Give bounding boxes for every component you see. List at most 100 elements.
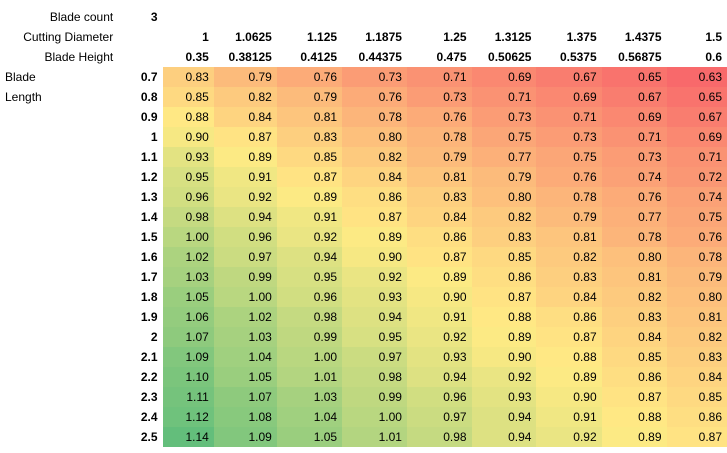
value-cell[interactable]: 1.01 — [342, 427, 407, 447]
value-cell[interactable]: 0.94 — [406, 367, 472, 387]
value-cell[interactable]: 0.87 — [406, 247, 472, 267]
empty-cell[interactable] — [472, 7, 537, 27]
blade-length-value[interactable]: 1.1 — [140, 150, 158, 164]
row-label[interactable] — [0, 187, 118, 207]
value-cell[interactable]: 0.87 — [342, 207, 407, 227]
value-cell[interactable]: 0.83 — [666, 347, 727, 367]
blade-length-value[interactable]: 2 — [150, 330, 158, 344]
value-cell[interactable]: 0.71 — [406, 67, 472, 87]
value-cell[interactable]: 1.02 — [213, 307, 277, 327]
value-cell[interactable]: 0.77 — [601, 207, 667, 227]
value-cell[interactable]: 0.90 — [536, 387, 602, 407]
value-cell[interactable]: 0.93 — [406, 347, 472, 367]
row-label[interactable] — [0, 407, 118, 427]
row-label[interactable] — [0, 227, 118, 247]
value-cell[interactable]: 0.82 — [536, 247, 602, 267]
value-cell[interactable]: 0.92 — [536, 427, 602, 447]
value-cell[interactable]: 0.94 — [213, 207, 277, 227]
value-cell[interactable]: 0.92 — [471, 367, 537, 387]
value-cell[interactable]: 0.72 — [666, 167, 727, 187]
value-cell[interactable]: 0.80 — [342, 127, 407, 147]
blade-height-value[interactable]: 0.5375 — [559, 50, 597, 64]
value-cell[interactable]: 0.85 — [276, 147, 343, 167]
value-cell[interactable]: 0.91 — [406, 307, 472, 327]
blade-length-value[interactable]: 1.5 — [140, 230, 158, 244]
value-cell[interactable]: 1.14 — [162, 427, 214, 447]
value-cell[interactable]: 0.96 — [406, 387, 472, 407]
value-cell[interactable]: 0.78 — [342, 107, 407, 127]
value-cell[interactable]: 0.76 — [342, 87, 407, 107]
value-cell[interactable]: 1.05 — [276, 427, 343, 447]
value-cell[interactable]: 0.81 — [536, 227, 602, 247]
value-cell[interactable]: 0.80 — [601, 247, 667, 267]
value-cell[interactable]: 0.73 — [601, 147, 667, 167]
value-cell[interactable]: 0.90 — [342, 247, 407, 267]
value-cell[interactable]: 0.79 — [213, 67, 277, 87]
row-label[interactable] — [0, 207, 118, 227]
value-cell[interactable]: 0.83 — [406, 187, 472, 207]
value-cell[interactable]: 1.00 — [162, 227, 214, 247]
value-cell[interactable]: 0.95 — [276, 267, 343, 287]
cutting-diameter-value[interactable]: 1 — [202, 30, 209, 44]
value-cell[interactable]: 0.63 — [666, 67, 727, 87]
value-cell[interactable]: 0.97 — [342, 347, 407, 367]
value-cell[interactable]: 0.69 — [666, 127, 727, 147]
value-cell[interactable]: 0.94 — [471, 407, 537, 427]
value-cell[interactable]: 0.86 — [471, 267, 537, 287]
value-cell[interactable]: 0.73 — [406, 87, 472, 107]
value-cell[interactable]: 0.79 — [536, 207, 602, 227]
value-cell[interactable]: 0.89 — [601, 427, 667, 447]
empty-cell[interactable] — [277, 7, 342, 27]
empty-cell[interactable] — [214, 7, 277, 27]
value-cell[interactable]: 1.05 — [213, 367, 277, 387]
blade-length-value[interactable]: 2.3 — [140, 390, 158, 404]
value-cell[interactable]: 0.81 — [276, 107, 343, 127]
value-cell[interactable]: 0.65 — [666, 87, 727, 107]
value-cell[interactable]: 0.90 — [406, 287, 472, 307]
value-cell[interactable]: 0.71 — [666, 147, 727, 167]
value-cell[interactable]: 0.95 — [342, 327, 407, 347]
cutting-diameter-label[interactable]: Cutting Diameter — [23, 30, 114, 44]
blade-length-value[interactable]: 1.6 — [140, 250, 158, 264]
value-cell[interactable]: 0.76 — [536, 167, 602, 187]
value-cell[interactable]: 0.99 — [342, 387, 407, 407]
value-cell[interactable]: 0.83 — [536, 267, 602, 287]
value-cell[interactable]: 1.00 — [342, 407, 407, 427]
value-cell[interactable]: 0.92 — [276, 227, 343, 247]
value-cell[interactable]: 0.75 — [471, 127, 537, 147]
value-cell[interactable]: 0.91 — [213, 167, 277, 187]
row-label[interactable] — [0, 167, 118, 187]
value-cell[interactable]: 0.89 — [471, 327, 537, 347]
value-cell[interactable]: 0.88 — [536, 347, 602, 367]
value-cell[interactable]: 0.83 — [601, 307, 667, 327]
value-cell[interactable]: 0.98 — [342, 367, 407, 387]
empty-cell[interactable] — [667, 7, 727, 27]
row-label[interactable] — [0, 387, 118, 407]
value-cell[interactable]: 0.85 — [601, 347, 667, 367]
value-cell[interactable]: 1.03 — [213, 327, 277, 347]
row-label[interactable]: Blade — [5, 70, 36, 84]
value-cell[interactable]: 0.75 — [536, 147, 602, 167]
cutting-diameter-value[interactable]: 1.0625 — [235, 30, 272, 44]
value-cell[interactable]: 0.91 — [276, 207, 343, 227]
value-cell[interactable]: 0.86 — [601, 367, 667, 387]
value-cell[interactable]: 0.99 — [213, 267, 277, 287]
value-cell[interactable]: 0.96 — [213, 227, 277, 247]
row-label[interactable] — [0, 127, 118, 147]
value-cell[interactable]: 0.76 — [666, 227, 727, 247]
blade-height-value[interactable]: 0.50625 — [488, 50, 532, 64]
value-cell[interactable]: 0.71 — [601, 127, 667, 147]
blade-height-value[interactable]: 0.38125 — [228, 50, 272, 64]
value-cell[interactable]: 0.74 — [601, 167, 667, 187]
value-cell[interactable]: 0.86 — [666, 407, 727, 427]
value-cell[interactable]: 0.69 — [471, 67, 537, 87]
value-cell[interactable]: 0.76 — [276, 67, 343, 87]
value-cell[interactable]: 1.06 — [162, 307, 214, 327]
blade-height-value[interactable]: 0.44375 — [358, 50, 402, 64]
blade-length-value[interactable]: 1.4 — [140, 210, 158, 224]
value-cell[interactable]: 0.81 — [666, 307, 727, 327]
value-cell[interactable]: 0.81 — [406, 167, 472, 187]
value-cell[interactable]: 1.09 — [162, 347, 214, 367]
value-cell[interactable]: 0.87 — [601, 387, 667, 407]
value-cell[interactable]: 0.96 — [276, 287, 343, 307]
